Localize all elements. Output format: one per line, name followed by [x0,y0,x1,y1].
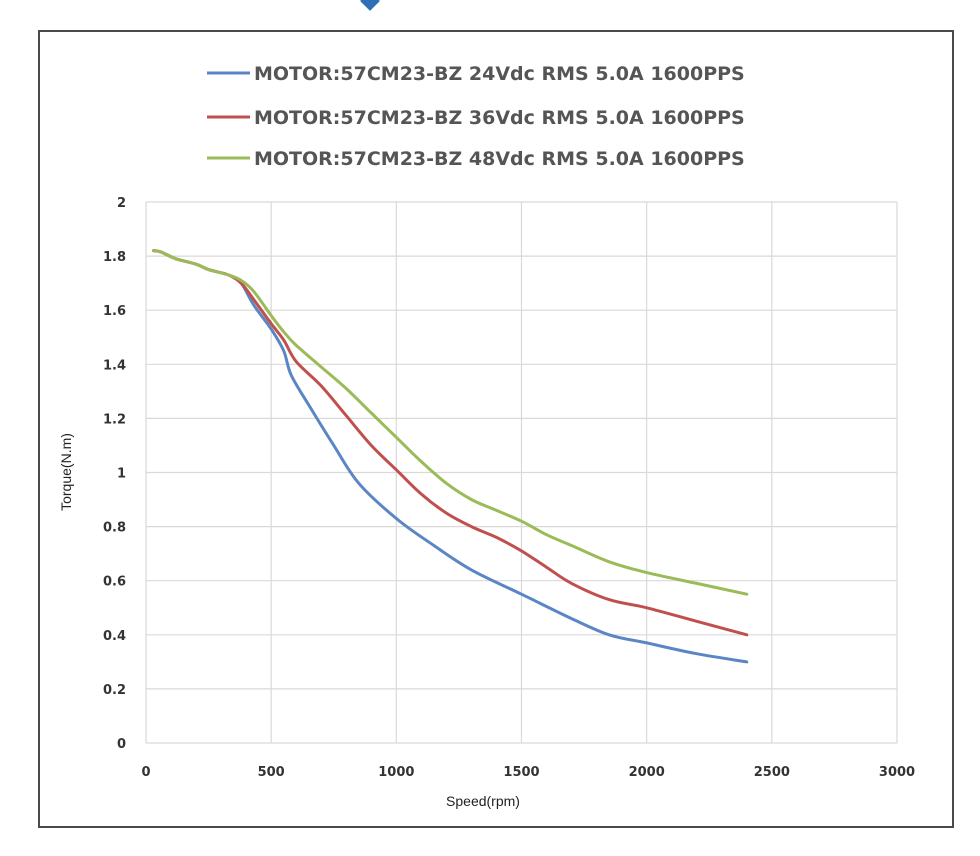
chart-frame [38,30,954,828]
legend-label-2: MOTOR:57CM23-BZ 36Vdc RMS 5.0A 1600PPS [254,107,745,129]
x-tick-label: 1500 [503,765,539,780]
series-lines [152,249,749,664]
series-line-1 [152,249,749,664]
y-tick-label: 0.8 [103,521,126,536]
y-tick-label: 0.6 [103,575,126,590]
x-tick-label: 3000 [879,765,915,780]
y-tick-label: 0.2 [103,683,126,698]
series-line-2 [152,249,749,637]
series-line-3 [152,249,749,596]
y-tick-label: 1.6 [103,304,126,319]
y-tick-labels: 0 0.2 0.4 0.6 0.8 1 1.2 1.4 1.6 1.8 2 [103,196,126,752]
x-axis-title: Speed(rpm) [446,793,520,809]
y-tick-label: 1.2 [103,412,126,427]
y-tick-label: 1 [117,467,126,482]
legend: MOTOR:57CM23-BZ 24Vdc RMS 5.0A 1600PPS MO… [207,63,745,170]
y-tick-label: 1.8 [103,250,126,265]
x-tick-label: 1000 [378,765,414,780]
x-tick-label: 2500 [754,765,790,780]
legend-label-1: MOTOR:57CM23-BZ 24Vdc RMS 5.0A 1600PPS [254,63,745,85]
y-tick-label: 0 [117,737,126,752]
y-tick-label: 2 [117,196,126,211]
x-tick-label: 2000 [629,765,665,780]
x-tick-label: 0 [141,765,150,780]
y-tick-label: 1.4 [103,358,126,373]
grid [145,201,898,744]
legend-label-3: MOTOR:57CM23-BZ 48Vdc RMS 5.0A 1600PPS [254,148,745,170]
x-tick-label: 500 [258,765,285,780]
y-tick-label: 0.4 [103,629,126,644]
y-axis-title: Torque(N.m) [58,433,74,511]
x-tick-labels: 0 500 1000 1500 2000 2500 3000 [141,765,915,780]
